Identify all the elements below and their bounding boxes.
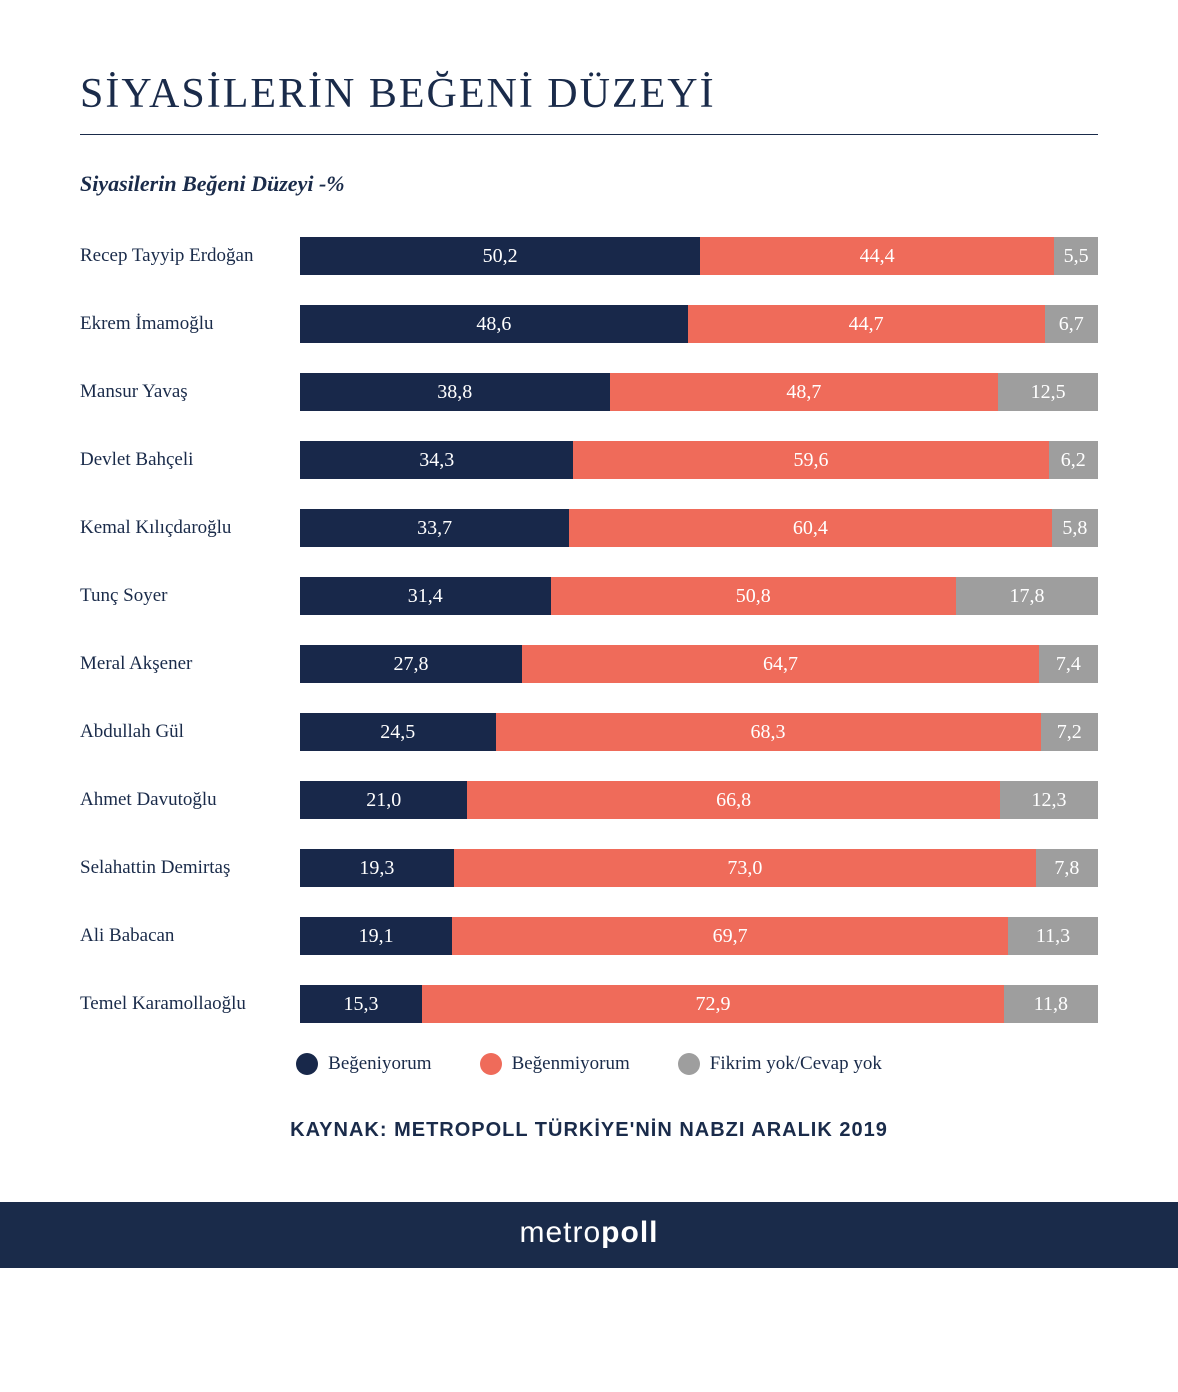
bar-segment-approve: 31,4: [300, 577, 551, 615]
legend-label: Fikrim yok/Cevap yok: [710, 1053, 882, 1075]
bar-segment-approve: 34,3: [300, 441, 573, 479]
chart-row: Recep Tayyip Erdoğan50,244,45,5: [80, 237, 1098, 275]
stacked-bar: 19,373,07,8: [300, 849, 1098, 887]
legend-item-no_opinion: Fikrim yok/Cevap yok: [678, 1053, 882, 1075]
stacked-bar: 19,169,711,3: [300, 917, 1098, 955]
bar-segment-no_opinion: 6,7: [1045, 305, 1098, 343]
chart-row: Mansur Yavaş38,848,712,5: [80, 373, 1098, 411]
bar-segment-no_opinion: 5,8: [1052, 509, 1098, 547]
footer-brand-bold: poll: [601, 1216, 658, 1249]
stacked-bar: 34,359,66,2: [300, 441, 1098, 479]
bar-segment-no_opinion: 12,3: [1000, 781, 1098, 819]
row-label: Kemal Kılıçdaroğlu: [80, 517, 300, 539]
stacked-bar: 50,244,45,5: [300, 237, 1098, 275]
bar-segment-disapprove: 44,4: [700, 237, 1054, 275]
chart-row: Selahattin Demirtaş19,373,07,8: [80, 849, 1098, 887]
row-label: Ahmet Davutoğlu: [80, 789, 300, 811]
chart-row: Temel Karamollaoğlu15,372,911,8: [80, 985, 1098, 1023]
bar-segment-disapprove: 64,7: [522, 645, 1039, 683]
footer-brand: metropoll: [0, 1202, 1178, 1268]
stacked-bar: 15,372,911,8: [300, 985, 1098, 1023]
bar-segment-approve: 38,8: [300, 373, 610, 411]
chart-legend: Beğeniyorum Beğenmiyorum Fikrim yok/Cevap …: [80, 1053, 1098, 1075]
row-label: Abdullah Gül: [80, 721, 300, 743]
bar-segment-no_opinion: 12,5: [998, 373, 1098, 411]
row-label: Tunç Soyer: [80, 585, 300, 607]
bar-segment-disapprove: 48,7: [610, 373, 999, 411]
bar-segment-approve: 27,8: [300, 645, 522, 683]
bar-segment-disapprove: 73,0: [454, 849, 1036, 887]
bar-segment-no_opinion: 7,2: [1041, 713, 1098, 751]
footer-brand-light: metro: [519, 1216, 601, 1249]
chart-row: Ekrem İmamoğlu48,644,76,7: [80, 305, 1098, 343]
bar-segment-disapprove: 59,6: [573, 441, 1048, 479]
bar-segment-approve: 24,5: [300, 713, 496, 751]
chart-row: Tunç Soyer31,450,817,8: [80, 577, 1098, 615]
bar-segment-no_opinion: 7,8: [1036, 849, 1098, 887]
bar-segment-approve: 50,2: [300, 237, 700, 275]
legend-swatch-disapprove: [480, 1053, 502, 1075]
chart-row: Ali Babacan19,169,711,3: [80, 917, 1098, 955]
legend-swatch-no_opinion: [678, 1053, 700, 1075]
chart-row: Abdullah Gül24,568,37,2: [80, 713, 1098, 751]
stacked-bar: 48,644,76,7: [300, 305, 1098, 343]
legend-item-disapprove: Beğenmiyorum: [480, 1053, 630, 1075]
row-label: Ali Babacan: [80, 925, 300, 947]
bar-segment-disapprove: 44,7: [688, 305, 1045, 343]
legend-item-approve: Beğeniyorum: [296, 1053, 431, 1075]
bar-segment-disapprove: 68,3: [496, 713, 1041, 751]
chart-row: Ahmet Davutoğlu21,066,812,3: [80, 781, 1098, 819]
bar-segment-no_opinion: 17,8: [956, 577, 1098, 615]
stacked-bar: 33,760,45,8: [300, 509, 1098, 547]
bar-segment-approve: 33,7: [300, 509, 569, 547]
bar-segment-approve: 48,6: [300, 305, 688, 343]
row-label: Devlet Bahçeli: [80, 449, 300, 471]
chart-row: Devlet Bahçeli34,359,66,2: [80, 441, 1098, 479]
legend-label: Beğenmiyorum: [512, 1053, 630, 1075]
row-label: Selahattin Demirtaş: [80, 857, 300, 879]
bar-segment-approve: 21,0: [300, 781, 467, 819]
stacked-bar: 24,568,37,2: [300, 713, 1098, 751]
chart-subtitle: Siyasilerin Beğeni Düzeyi -%: [80, 171, 1098, 197]
row-label: Ekrem İmamoğlu: [80, 313, 300, 335]
page-title: SİYASİLERİN BEĞENİ DÜZEYİ: [80, 70, 1098, 135]
stacked-bar: 38,848,712,5: [300, 373, 1098, 411]
source-text: KAYNAK: METROPOLL TÜRKİYE'NİN NABZI ARAL…: [80, 1119, 1098, 1142]
chart-row: Meral Akşener27,864,77,4: [80, 645, 1098, 683]
stacked-bar: 31,450,817,8: [300, 577, 1098, 615]
legend-swatch-approve: [296, 1053, 318, 1075]
row-label: Recep Tayyip Erdoğan: [80, 245, 300, 267]
bar-segment-no_opinion: 11,8: [1004, 985, 1098, 1023]
chart-container: SİYASİLERİN BEĞENİ DÜZEYİ Siyasilerin Be…: [0, 0, 1178, 1142]
bar-segment-disapprove: 50,8: [551, 577, 956, 615]
bar-segment-no_opinion: 5,5: [1054, 237, 1098, 275]
bar-segment-no_opinion: 7,4: [1039, 645, 1098, 683]
bar-segment-disapprove: 72,9: [422, 985, 1004, 1023]
row-label: Mansur Yavaş: [80, 381, 300, 403]
bar-segment-disapprove: 69,7: [452, 917, 1008, 955]
stacked-bar: 21,066,812,3: [300, 781, 1098, 819]
bar-segment-approve: 15,3: [300, 985, 422, 1023]
legend-label: Beğeniyorum: [328, 1053, 431, 1075]
bar-segment-no_opinion: 11,3: [1008, 917, 1098, 955]
row-label: Meral Akşener: [80, 653, 300, 675]
approval-bar-chart: Recep Tayyip Erdoğan50,244,45,5 Ekrem İma…: [80, 237, 1098, 1023]
bar-segment-disapprove: 66,8: [467, 781, 1000, 819]
bar-segment-no_opinion: 6,2: [1049, 441, 1098, 479]
row-label: Temel Karamollaoğlu: [80, 993, 300, 1015]
chart-row: Kemal Kılıçdaroğlu33,760,45,8: [80, 509, 1098, 547]
bar-segment-approve: 19,1: [300, 917, 452, 955]
stacked-bar: 27,864,77,4: [300, 645, 1098, 683]
bar-segment-approve: 19,3: [300, 849, 454, 887]
bar-segment-disapprove: 60,4: [569, 509, 1051, 547]
